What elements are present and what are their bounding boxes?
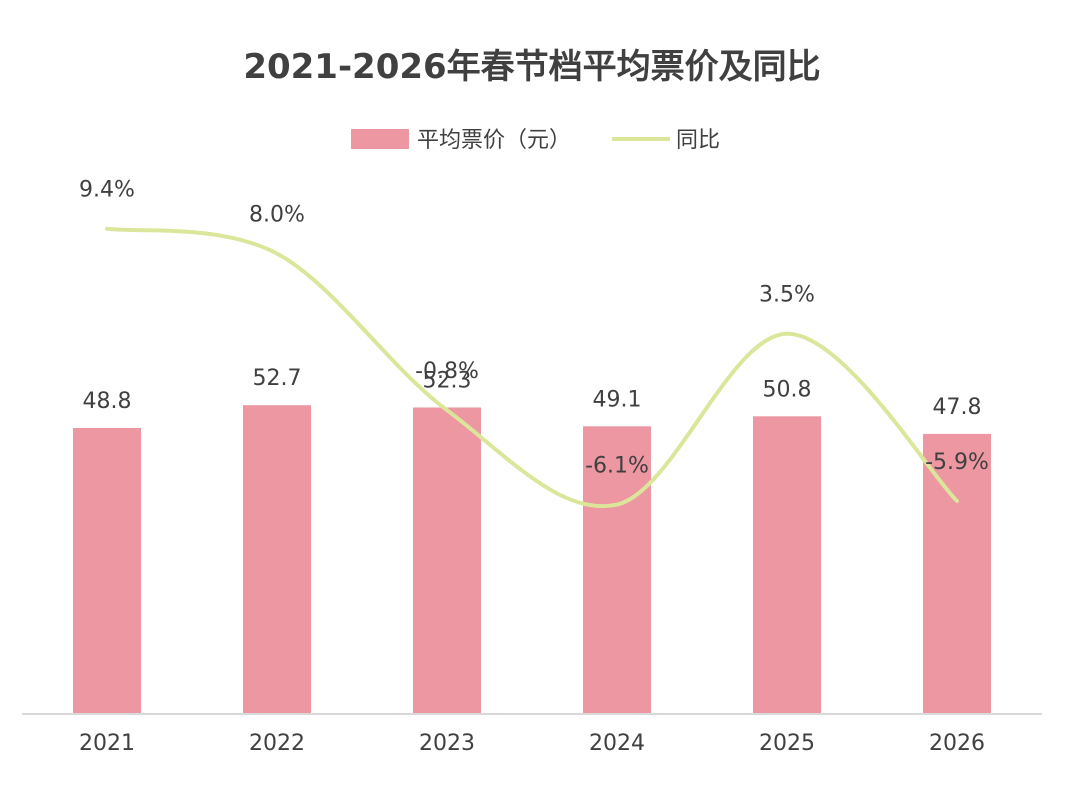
line-labels: 9.4% 8.0% -0.8% -6.1% 3.5% -5.9% (79, 178, 989, 479)
x-tick-2021: 2021 (79, 731, 135, 756)
legend-line-label: 同比 (676, 128, 720, 153)
x-tick-2024: 2024 (589, 731, 645, 756)
legend: 平均票价（元） 同比 (351, 128, 720, 153)
x-tick-2022: 2022 (249, 731, 305, 756)
bar-labels: 48.8 52.7 52.3 49.1 50.8 47.8 (83, 366, 982, 420)
legend-bar-label: 平均票价（元） (417, 128, 571, 153)
bar-2022 (243, 405, 311, 714)
bar-2026 (923, 433, 991, 714)
bar-2024 (583, 426, 651, 714)
bar-label-2024: 49.1 (593, 387, 642, 412)
bar-label-2026: 47.8 (933, 395, 982, 420)
line-label-2022: 8.0% (249, 203, 305, 228)
line-label-2026: -5.9% (925, 450, 989, 475)
bar-2023 (413, 407, 481, 714)
legend-bar-swatch (351, 129, 409, 149)
line-label-2025: 3.5% (759, 283, 815, 308)
bar-label-2022: 52.7 (253, 366, 302, 391)
line-label-2023: -0.8% (415, 359, 479, 384)
x-tick-labels: 2021 2022 2023 2024 2025 2026 (79, 731, 985, 756)
line-label-2021: 9.4% (79, 178, 135, 203)
bar-2021 (73, 428, 141, 714)
line-series (105, 226, 959, 509)
bar-series (73, 405, 991, 714)
bar-2025 (753, 416, 821, 714)
bar-label-2025: 50.8 (763, 377, 812, 402)
bar-label-2021: 48.8 (83, 389, 132, 414)
x-tick-2023: 2023 (419, 731, 475, 756)
chart-title: 2021-2026年春节档平均票价及同比 (243, 47, 820, 87)
line-label-2024: -6.1% (585, 454, 649, 479)
bar-label-2023: 52.3 (423, 369, 472, 394)
x-tick-2025: 2025 (759, 731, 815, 756)
x-tick-2026: 2026 (929, 731, 985, 756)
